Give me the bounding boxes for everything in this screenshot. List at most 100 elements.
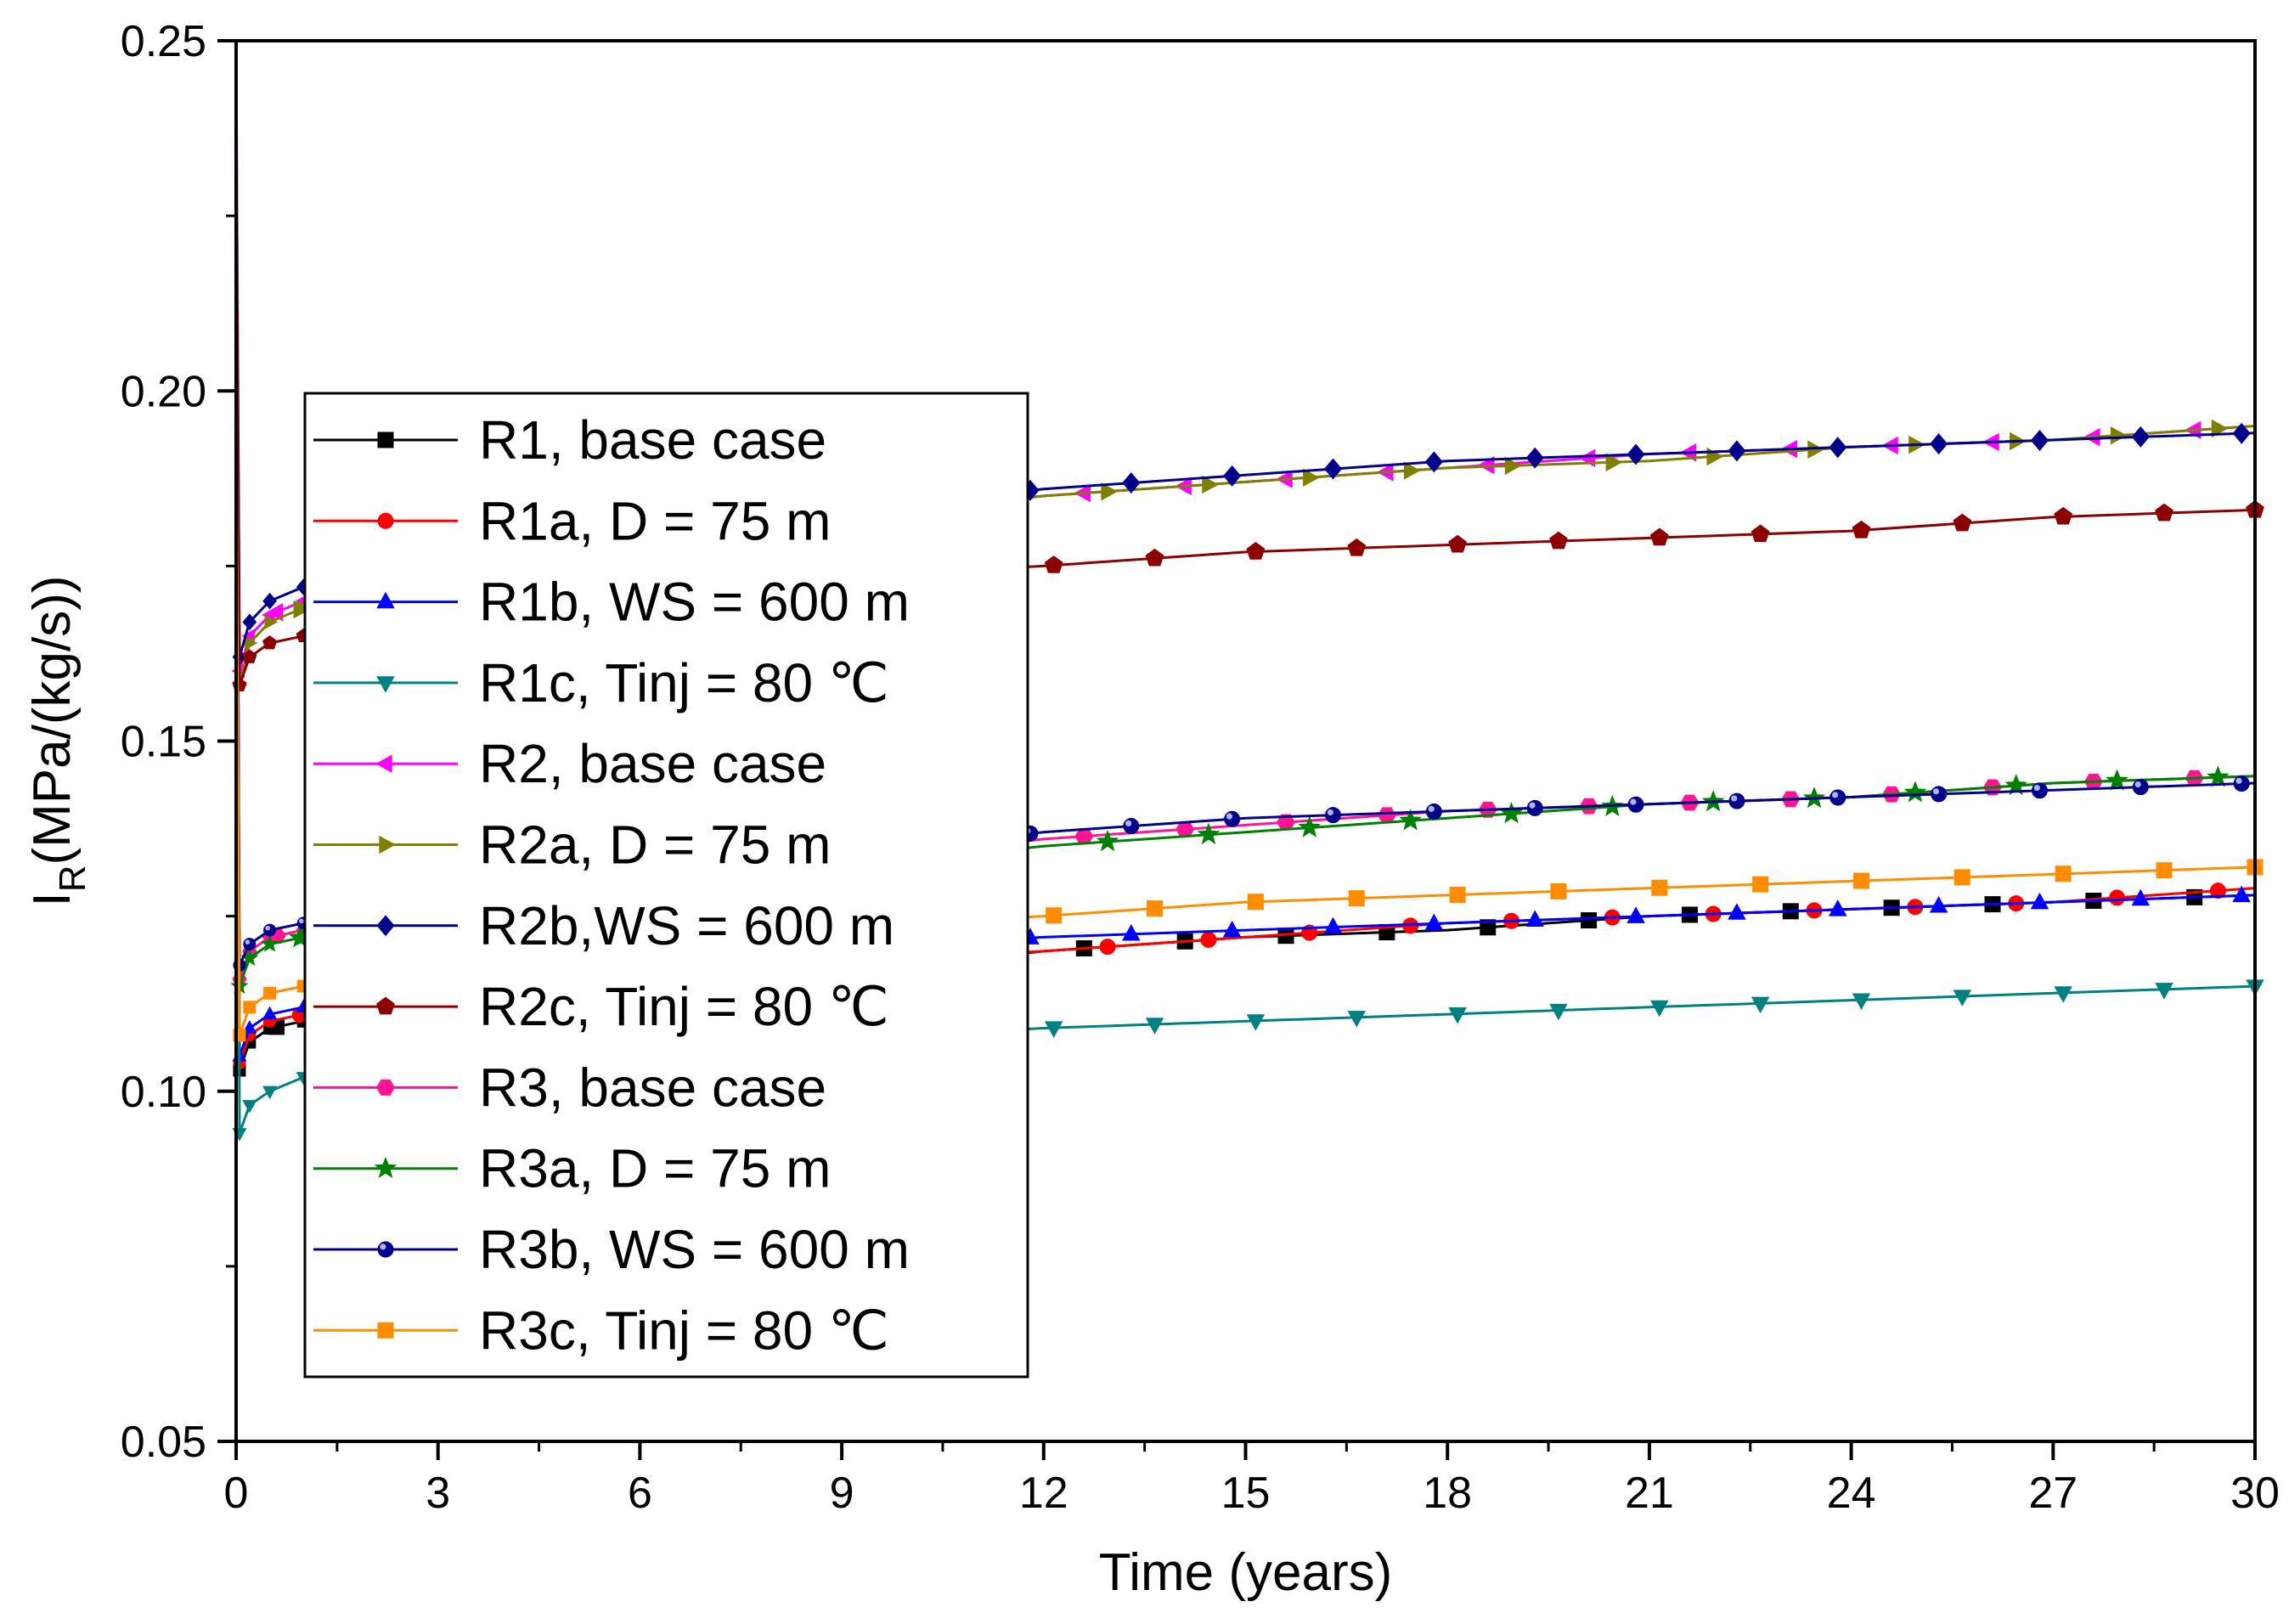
- series-marker: [1549, 1003, 1568, 1021]
- series-marker: [2232, 422, 2251, 444]
- data-point: [260, 934, 279, 952]
- series-marker: [2054, 986, 2072, 1003]
- series-marker-highlight: [2235, 777, 2242, 784]
- legend-marker: [376, 915, 395, 937]
- series-marker-highlight: [1832, 792, 1839, 798]
- series-marker: [2030, 892, 2049, 910]
- series-marker: [1525, 910, 1544, 927]
- series-marker: [1650, 1000, 1669, 1018]
- legend-marker: [374, 1156, 397, 1179]
- legend-marker: [376, 591, 395, 609]
- series-marker: [1751, 996, 1770, 1014]
- series-marker: [1096, 829, 1119, 852]
- series-marker: [1325, 807, 1342, 824]
- series-marker: [2155, 983, 2173, 1000]
- series-marker: [2207, 765, 2230, 787]
- y-axis-title: IR(MPa/(kg/s)): [23, 575, 93, 906]
- series-marker: [1605, 453, 1623, 471]
- series-marker: [1247, 894, 1264, 911]
- legend-item: R2c, Tinj = 80 ℃: [313, 976, 889, 1037]
- data-point: [262, 635, 278, 650]
- series-marker: [2131, 888, 2151, 906]
- series-marker: [2031, 782, 2048, 799]
- y-axis-title-subscript: R: [52, 865, 93, 892]
- series-marker-highlight: [2033, 785, 2040, 792]
- series-marker: [1651, 879, 1668, 896]
- legend-item: R1c, Tinj = 80 ℃: [313, 652, 889, 713]
- data-point: [262, 1085, 278, 1100]
- legend-label: R2b,WS = 600 m: [479, 895, 894, 956]
- series-marker: [1223, 465, 1242, 487]
- legend-label: R3c, Tinj = 80 ℃: [479, 1300, 889, 1361]
- series-marker: [1200, 931, 1217, 948]
- y-tick-label: 0.25: [121, 17, 206, 66]
- data-point: [263, 923, 277, 937]
- series-marker-highlight: [1529, 802, 1536, 809]
- series-marker: [1627, 906, 1645, 923]
- legend-marker: [377, 431, 394, 448]
- series-marker: [2211, 419, 2229, 438]
- legend-marker: [376, 996, 395, 1015]
- series-marker: [1323, 458, 1343, 480]
- series-marker: [1101, 482, 1118, 501]
- legend-label: R1a, D = 75 m: [479, 490, 831, 551]
- series-marker: [1448, 534, 1467, 553]
- series-marker: [1424, 451, 1443, 473]
- series-marker: [1122, 923, 1141, 941]
- x-tick-label: 18: [1423, 1469, 1472, 1518]
- legend-label: R2a, D = 75 m: [479, 815, 831, 876]
- series-marker: [2209, 882, 2226, 899]
- y-tick-label: 0.05: [121, 1418, 206, 1467]
- series-marker: [2054, 506, 2073, 525]
- series-marker: [2156, 862, 2173, 879]
- series-marker: [1425, 803, 1442, 820]
- series-marker-highlight: [1125, 820, 1132, 826]
- legend-item: R1a, D = 75 m: [313, 490, 831, 551]
- series-marker: [1728, 903, 1746, 920]
- series-marker: [1504, 456, 1522, 476]
- series-marker: [1044, 1021, 1063, 1038]
- legend-marker: [379, 835, 396, 854]
- legend-item: R3, base case: [313, 1057, 826, 1118]
- series-marker: [1449, 886, 1466, 903]
- series-marker: [1526, 799, 1543, 816]
- y-tick-label: 0.20: [121, 367, 206, 416]
- data-point: [242, 649, 257, 663]
- series-marker: [1147, 900, 1164, 917]
- data-point: [264, 614, 279, 629]
- data-point: [243, 938, 257, 951]
- y-tick-label: 0.15: [121, 718, 206, 767]
- series-marker: [1348, 890, 1365, 907]
- data-point: [263, 986, 277, 1000]
- legend-marker: [377, 1241, 394, 1258]
- series-marker: [1627, 443, 1645, 465]
- series-marker: [2132, 779, 2149, 796]
- legend-item: R2b,WS = 600 m: [313, 895, 894, 956]
- series-marker: [293, 600, 311, 619]
- legend-item: R1, base case: [313, 409, 826, 471]
- series-marker: [1929, 895, 1948, 913]
- x-tick-label: 15: [1221, 1469, 1271, 1518]
- legend-item: R3b, WS = 600 m: [313, 1219, 910, 1280]
- series-marker: [1953, 990, 1972, 1007]
- legend-label: R1c, Tinj = 80 ℃: [479, 652, 889, 713]
- series-marker: [1145, 1018, 1164, 1035]
- legend: R1, base case R1a, D = 75 m R1b, WS = 600 …: [303, 392, 1029, 1379]
- series-marker: [2233, 775, 2250, 792]
- legend-marker: [377, 1322, 394, 1339]
- series-marker: [1525, 447, 1544, 469]
- x-tick-label: 0: [224, 1469, 249, 1518]
- data-point: [242, 1100, 257, 1114]
- series-marker: [1448, 1007, 1467, 1024]
- x-tick-label: 6: [628, 1469, 652, 1518]
- series-marker: [1044, 555, 1063, 573]
- series-marker: [266, 603, 284, 622]
- legend-item: R1b, WS = 600 m: [313, 572, 910, 633]
- series-marker: [1852, 993, 1871, 1010]
- axes-layer: 0 3 6 9 12 15 18 21 24 27 30 0.05 0.10 0.15 0.20 0.25: [121, 17, 2280, 1518]
- legend-label: R3, base case: [479, 1057, 826, 1118]
- legend-box: [303, 392, 1029, 1379]
- series-marker: [1246, 1014, 1266, 1031]
- legend-label: R1, base case: [479, 409, 826, 471]
- x-tick-label: 21: [1625, 1469, 1674, 1518]
